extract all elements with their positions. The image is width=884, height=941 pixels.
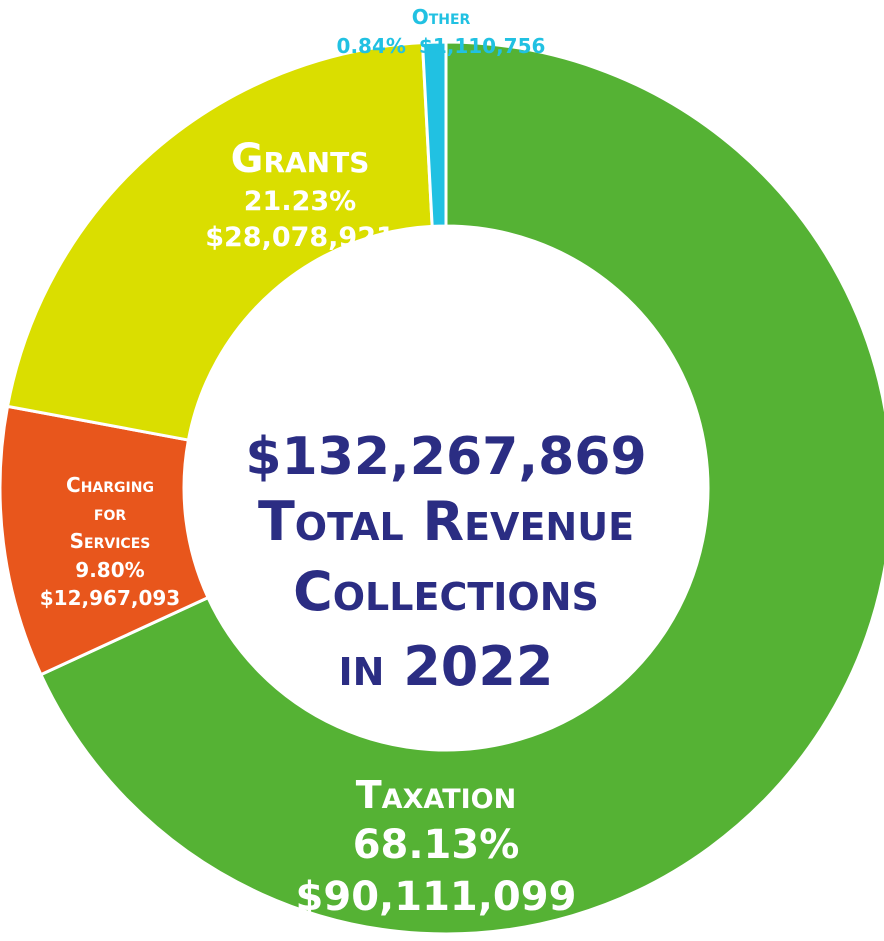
other-percent-label: 0.84%	[337, 34, 406, 58]
center-label-line2: Collections	[293, 560, 599, 623]
charging-name-line3: Services	[70, 529, 151, 553]
taxation-amount-label: $90,111,099	[296, 874, 577, 920]
grants-percent-label: 21.23%	[244, 186, 356, 217]
slice-taxation	[38, 40, 884, 936]
donut-slices	[0, 40, 884, 936]
center-total-amount: $132,267,869	[245, 427, 646, 487]
center-label-line3: in 2022	[338, 635, 553, 698]
other-value-label: 0.84% $1,110,756	[337, 34, 546, 58]
center-label-line1: Total Revenue	[258, 490, 634, 553]
taxation-percent-label: 68.13%	[353, 822, 520, 868]
charging-name-line1: Charging	[66, 473, 154, 497]
other-name-label: Other	[412, 5, 471, 29]
slice-other	[420, 40, 448, 228]
grants-name-label: Grants	[231, 136, 370, 182]
grants-amount-label: $28,078,921	[205, 222, 395, 253]
slice-grants	[5, 41, 434, 442]
charging-percent-label: 9.80%	[75, 558, 144, 582]
taxation-name-label: Taxation	[356, 773, 516, 817]
charging-name-line2: for	[94, 501, 126, 525]
charging-amount-label: $12,967,093	[40, 586, 180, 610]
other-amount-label: $1,110,756	[419, 34, 546, 58]
